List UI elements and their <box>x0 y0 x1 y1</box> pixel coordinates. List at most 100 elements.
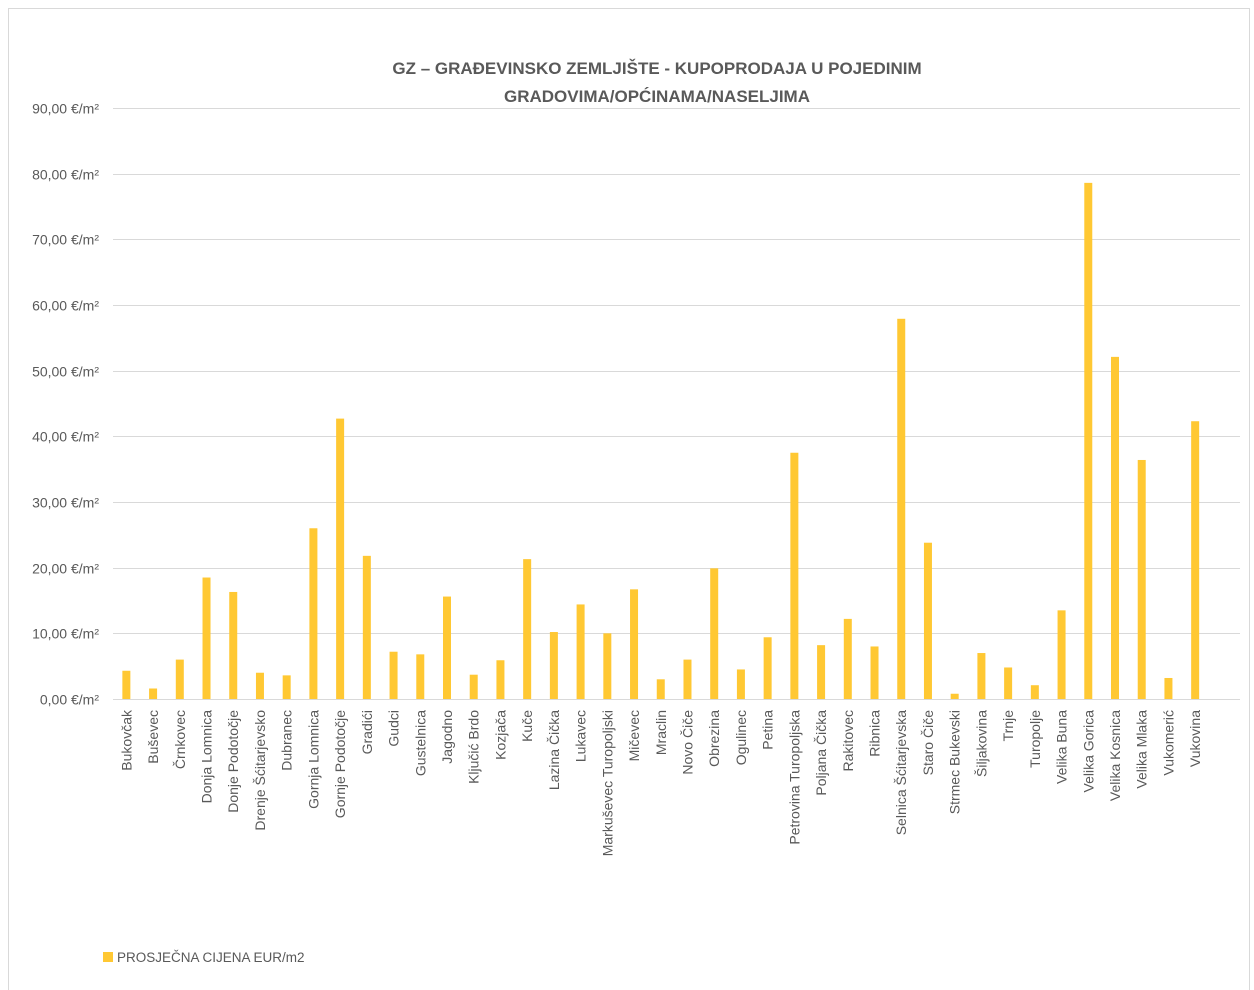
category-label: Rakitovec <box>840 710 856 771</box>
bar <box>1191 421 1200 699</box>
y-tick-label: 60,00 €/m² <box>32 298 99 314</box>
bar <box>576 604 585 699</box>
bar <box>763 637 772 699</box>
bar <box>389 651 398 699</box>
bar <box>443 596 451 699</box>
bar <box>122 670 131 699</box>
bar <box>950 693 959 699</box>
category-label: Ključić Brdo <box>466 710 482 784</box>
legend-label: PROSJEČNA CIJENA EUR/m2 <box>117 950 305 965</box>
category-label: Črnkovec <box>172 710 188 769</box>
category-label: Turopolje <box>1027 710 1043 768</box>
bar <box>656 679 665 699</box>
category-label: Lazina Čička <box>546 710 562 790</box>
category-label: Velika Kosnica <box>1107 710 1123 801</box>
bar <box>897 318 906 699</box>
category-label: Velika Mlaka <box>1134 710 1150 789</box>
bar <box>630 589 639 699</box>
bars <box>122 182 1200 700</box>
category-label: Poljana Čička <box>813 710 829 796</box>
category-label: Petrovina Turopoljska <box>786 710 802 845</box>
legend-swatch <box>103 952 113 962</box>
bar <box>1030 685 1039 699</box>
bar <box>362 555 371 699</box>
category-label: Gustelnica <box>412 710 428 776</box>
category-label: Vukomerić <box>1160 710 1176 776</box>
bar <box>496 660 505 699</box>
bar <box>1004 667 1013 699</box>
y-tick-label: 30,00 €/m² <box>32 495 99 511</box>
bar <box>549 632 558 699</box>
category-label: Novo Čiče <box>679 710 695 775</box>
bar <box>1057 610 1066 699</box>
y-tick-label: 10,00 €/m² <box>32 626 99 642</box>
bar <box>1111 356 1119 699</box>
category-label: Velika Buna <box>1054 710 1070 784</box>
category-label: Trnje <box>1000 710 1016 742</box>
category-label: Buševec <box>145 710 161 764</box>
bar <box>817 645 826 699</box>
category-label: Vukovina <box>1187 710 1203 767</box>
category-label: Kuče <box>519 710 535 742</box>
category-label: Gradići <box>359 710 375 754</box>
chart-title-line-1: GZ – GRAĐEVINSKO ZEMLJIŠTE - KUPOPRODAJA… <box>392 59 921 78</box>
bar <box>1137 459 1146 699</box>
bar <box>229 591 238 699</box>
bar <box>202 577 211 699</box>
bar <box>175 659 184 699</box>
y-tick-label: 0,00 €/m² <box>40 692 99 708</box>
y-tick-label: 20,00 €/m² <box>32 561 99 577</box>
bar <box>870 646 879 699</box>
category-label: Jagodno <box>439 710 455 764</box>
y-tick-label: 40,00 €/m² <box>32 429 99 445</box>
bar <box>523 559 532 699</box>
bar <box>149 688 158 699</box>
category-label: Gudci <box>386 710 402 747</box>
category-label: Obrezina <box>706 710 722 767</box>
y-tick-label: 70,00 €/m² <box>32 232 99 248</box>
bar <box>683 659 692 699</box>
bar <box>710 568 719 699</box>
bar <box>790 452 799 699</box>
bar <box>469 674 478 699</box>
bar <box>843 618 852 699</box>
bar <box>603 633 612 699</box>
bar <box>1084 182 1093 700</box>
category-label: Lukavec <box>573 710 589 762</box>
category-label: Donje Podotočje <box>225 710 241 813</box>
category-label: Selnica Šćitarjevska <box>893 710 909 835</box>
gridlines <box>113 108 1240 700</box>
bar <box>736 669 745 699</box>
chart-title-line-2: GRADOVIMA/OPĆINAMA/NASELJIMA <box>504 87 810 106</box>
y-tick-label: 50,00 €/m² <box>32 364 99 380</box>
bar <box>255 672 264 699</box>
x-axis-labels: Bukovčak Buševec Črnkovec Donja Lomnica Donj… <box>118 709 1203 856</box>
category-label: Dubranec <box>279 710 295 771</box>
y-tick-label: 90,00 €/m² <box>32 101 99 117</box>
category-label: Petina <box>760 710 776 750</box>
category-label: Mraclin <box>653 710 669 755</box>
bar <box>336 418 345 699</box>
category-label: Gornja Lomnica <box>305 710 321 809</box>
bar <box>923 542 932 699</box>
legend: PROSJEČNA CIJENA EUR/m2 <box>103 950 305 965</box>
chart-frame <box>8 8 1250 990</box>
bar <box>416 654 425 699</box>
y-tick-label: 80,00 €/m² <box>32 167 99 183</box>
bar <box>1164 677 1173 699</box>
category-label: Markuševec Turopoljski <box>599 710 615 856</box>
category-label: Šiljakovina <box>973 710 989 777</box>
category-label: Velika Gorica <box>1080 710 1096 793</box>
category-label: Drenje Šćitarjevsko <box>252 710 268 831</box>
category-label: Staro Čiče <box>920 710 936 776</box>
category-label: Bukovčak <box>118 709 134 771</box>
category-label: Ribnica <box>867 710 883 757</box>
category-label: Mičevec <box>626 710 642 761</box>
bar <box>282 675 291 699</box>
category-label: Donja Lomnica <box>199 710 215 804</box>
category-label: Ogulinec <box>733 710 749 765</box>
y-axis-labels: 0,00 €/m² 10,00 €/m² 20,00 €/m² 30,00 €/m² 4… <box>32 101 99 708</box>
category-label: Kozjača <box>492 710 508 760</box>
bar <box>309 528 318 699</box>
